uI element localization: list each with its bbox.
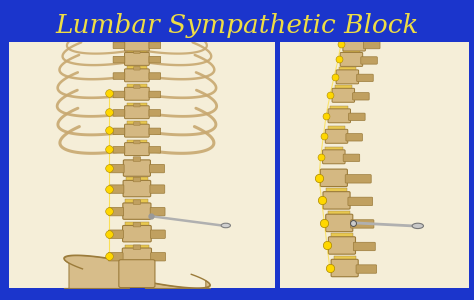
FancyBboxPatch shape [149,146,161,153]
FancyBboxPatch shape [332,88,355,102]
FancyBboxPatch shape [357,74,373,82]
FancyBboxPatch shape [328,109,350,123]
FancyBboxPatch shape [125,87,149,100]
FancyBboxPatch shape [331,259,358,277]
Bar [126,200,148,204]
FancyBboxPatch shape [125,106,149,119]
FancyBboxPatch shape [353,242,375,251]
Bar [127,121,147,125]
FancyBboxPatch shape [343,37,365,51]
FancyBboxPatch shape [328,237,356,254]
FancyBboxPatch shape [361,57,377,64]
FancyBboxPatch shape [336,70,359,84]
FancyBboxPatch shape [113,146,125,153]
FancyBboxPatch shape [133,222,141,227]
FancyBboxPatch shape [320,169,347,187]
FancyBboxPatch shape [109,230,123,238]
Ellipse shape [221,223,230,228]
FancyBboxPatch shape [149,128,161,135]
Bar [343,50,360,53]
FancyBboxPatch shape [109,185,124,193]
FancyBboxPatch shape [150,207,165,216]
FancyBboxPatch shape [134,66,140,70]
FancyBboxPatch shape [150,185,165,193]
FancyBboxPatch shape [149,73,161,79]
FancyBboxPatch shape [125,124,149,137]
FancyBboxPatch shape [134,50,140,54]
FancyBboxPatch shape [149,91,161,98]
Bar [127,84,147,88]
FancyBboxPatch shape [123,226,151,242]
FancyBboxPatch shape [348,197,373,206]
FancyBboxPatch shape [119,260,155,288]
Bar [127,66,147,70]
FancyBboxPatch shape [323,192,350,209]
FancyBboxPatch shape [134,140,140,144]
FancyBboxPatch shape [364,41,380,49]
FancyBboxPatch shape [125,52,149,65]
FancyBboxPatch shape [343,154,360,161]
Bar [127,50,147,53]
Bar [330,106,348,110]
FancyBboxPatch shape [134,85,140,88]
FancyBboxPatch shape [151,253,165,261]
FancyBboxPatch shape [326,214,353,232]
FancyBboxPatch shape [108,253,123,261]
FancyBboxPatch shape [133,157,141,161]
FancyBboxPatch shape [150,230,165,238]
FancyBboxPatch shape [133,245,141,250]
FancyBboxPatch shape [325,129,348,143]
Bar [334,256,356,260]
FancyBboxPatch shape [133,200,141,204]
FancyBboxPatch shape [113,128,125,135]
FancyBboxPatch shape [149,42,161,49]
FancyBboxPatch shape [345,175,371,183]
Bar [127,140,147,143]
FancyBboxPatch shape [125,38,149,51]
FancyBboxPatch shape [113,42,125,49]
FancyBboxPatch shape [113,91,125,98]
FancyBboxPatch shape [134,103,140,107]
FancyBboxPatch shape [323,150,345,164]
Bar [331,233,353,238]
Bar [127,103,147,106]
FancyBboxPatch shape [346,134,363,141]
FancyBboxPatch shape [123,180,151,197]
FancyBboxPatch shape [113,56,125,63]
FancyBboxPatch shape [125,143,149,156]
FancyBboxPatch shape [109,164,124,173]
Bar [125,244,149,249]
FancyBboxPatch shape [353,93,369,100]
FancyBboxPatch shape [149,56,161,63]
FancyBboxPatch shape [340,52,363,66]
Bar [335,85,352,89]
FancyBboxPatch shape [113,110,125,116]
FancyBboxPatch shape [125,69,149,82]
FancyBboxPatch shape [134,122,140,125]
Bar [126,177,148,182]
Bar [326,188,347,193]
Bar [328,127,346,130]
FancyBboxPatch shape [109,207,124,216]
FancyBboxPatch shape [149,110,161,116]
Bar [325,147,343,151]
FancyBboxPatch shape [113,73,125,79]
FancyBboxPatch shape [133,177,141,182]
Ellipse shape [412,223,423,229]
FancyBboxPatch shape [348,113,365,121]
Bar [328,211,350,215]
FancyBboxPatch shape [351,220,374,228]
FancyBboxPatch shape [122,248,152,264]
FancyBboxPatch shape [356,265,377,273]
Text: Lumbar Sympathetic Block: Lumbar Sympathetic Block [55,13,419,38]
Bar [338,67,356,71]
FancyBboxPatch shape [123,203,151,219]
FancyBboxPatch shape [150,164,164,173]
FancyBboxPatch shape [123,160,150,176]
FancyBboxPatch shape [134,36,140,39]
Bar [125,222,148,226]
